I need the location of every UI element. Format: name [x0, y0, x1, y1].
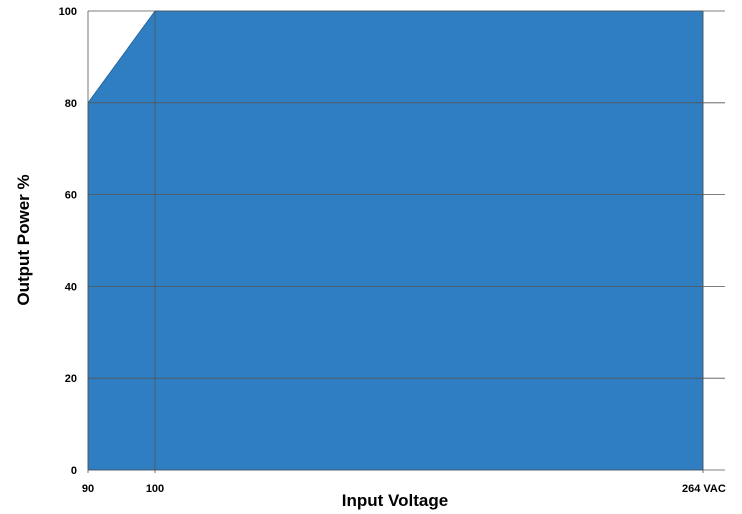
y-tick-label: 0 — [71, 465, 77, 477]
y-tick-label: 100 — [59, 6, 77, 18]
x-axis-title: Input Voltage — [342, 491, 448, 510]
x-tick-label: 264 VAC — [682, 483, 726, 495]
x-tick-labels: 90 100 264 VAC — [82, 483, 726, 495]
output-power-area — [87, 10, 704, 471]
y-tick-label: 80 — [65, 98, 77, 110]
x-tick-label: 90 — [82, 483, 94, 495]
y-tick-label: 40 — [65, 281, 77, 293]
grid-lines — [87, 10, 725, 473]
y-axis-title: Output Power % — [14, 174, 33, 305]
x-tick-label: 100 — [146, 483, 164, 495]
y-tick-labels: 0 20 40 60 80 100 — [59, 6, 77, 477]
y-tick-label: 20 — [65, 373, 77, 385]
y-tick-label: 60 — [65, 190, 77, 202]
